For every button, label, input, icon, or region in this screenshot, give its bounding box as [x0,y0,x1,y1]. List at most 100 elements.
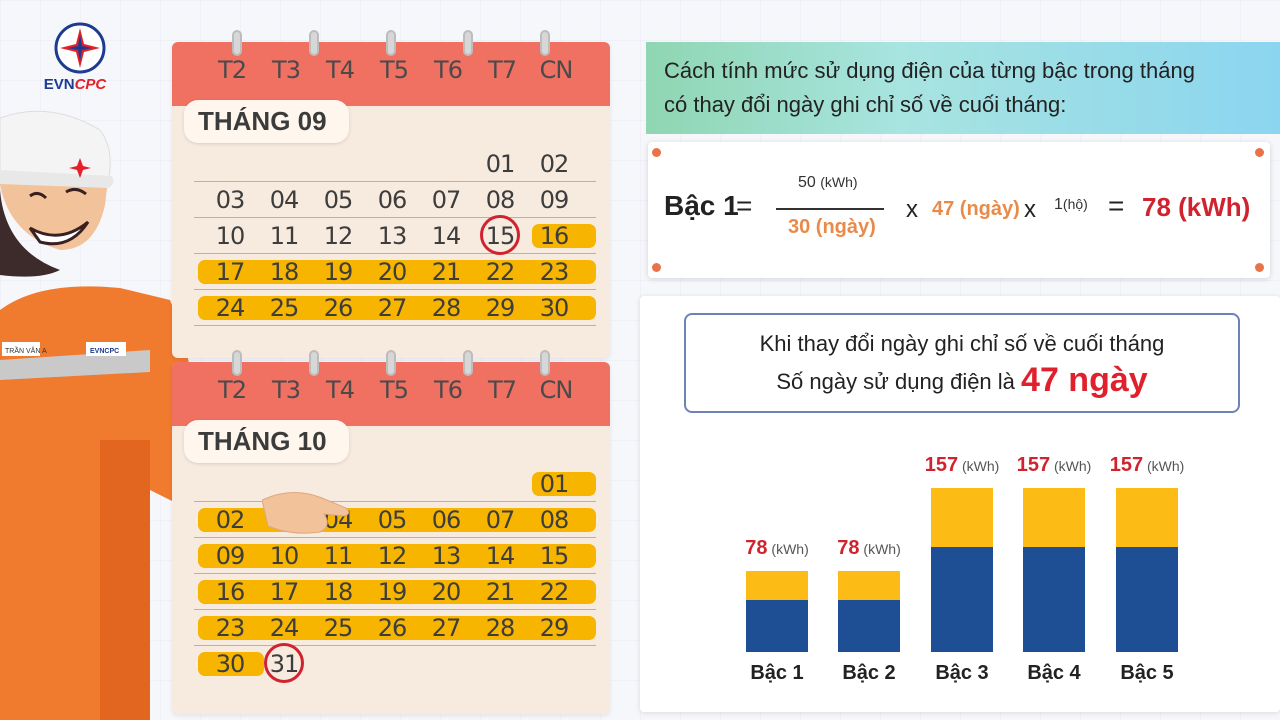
day: 22 [539,578,570,606]
bar-value-label: 157 (kWh) [924,454,1000,476]
fraction-bar [776,208,884,210]
day: 14 [485,542,516,570]
day: 23 [215,614,246,642]
bar-segment-bottom [838,600,900,652]
day: 23 [539,258,570,286]
ring [386,30,396,56]
weekday: T5 [380,376,409,404]
day: 20 [377,258,408,286]
note-highlight: 47 ngày [1021,361,1148,399]
day: 03 [215,186,246,214]
denominator: 30 (ngày) [788,216,876,238]
evn-logo-icon [54,22,106,74]
day: 27 [377,294,408,322]
day: 29 [485,294,516,322]
equals-sign: = [736,190,753,221]
heading-line-1: Cách tính mức sử dụng điện của từng bậc … [664,58,1195,83]
week-row: 01 02 [194,146,596,182]
bar-segment-top [1023,488,1085,547]
weekday: T2 [218,376,247,404]
day: 08 [485,186,516,214]
day: 25 [323,614,354,642]
day: 19 [377,578,408,606]
calendar-header: T2 T3 T4 T5 T6 T7 CN [172,350,610,426]
week-row: 16 17 18 19 20 21 22 [194,574,596,610]
highlight-band [198,616,596,640]
bar-segment-top [931,488,993,547]
week-row: 23 24 25 26 27 28 29 [194,610,596,646]
weekday: T6 [434,56,463,84]
bar-value-label: 157 (kWh) [1109,454,1185,476]
day: 12 [323,222,354,250]
day: 06 [431,506,462,534]
day: 15 [485,222,516,250]
ring [386,350,396,376]
highlight-band [532,472,596,496]
week-row: 03 04 05 06 07 08 09 [194,182,596,218]
times-sign: x [1024,196,1036,223]
day: 07 [431,186,462,214]
day: 27 [431,614,462,642]
weekday: T2 [218,56,247,84]
day: 17 [269,578,300,606]
corner-dot [1255,148,1264,157]
week-row: 24 25 26 27 28 29 30 [194,290,596,326]
weekday: CN [539,376,574,404]
info-note: Khi thay đổi ngày ghi chỉ số về cuối thá… [684,313,1240,413]
day: 21 [431,258,462,286]
formula-result: 78 (kWh) [1142,192,1251,222]
bar-segment-top [746,571,808,600]
equals-sign: = [1108,190,1125,221]
day: 10 [215,222,246,250]
day: 26 [323,294,354,322]
week-row: 02 03 04 05 06 07 08 [194,502,596,538]
bar-segment-bottom [746,600,808,652]
highlight-band [532,224,596,248]
note-line-2: Số ngày sử dụng điện là 47 ngày [776,361,1148,399]
day: 07 [485,506,516,534]
corner-dot [652,263,661,272]
calendar-header: T2 T3 T4 T5 T6 T7 CN [172,30,610,106]
day: 24 [215,294,246,322]
highlight-band [198,260,596,284]
day: 24 [269,614,300,642]
day: 02 [539,150,570,178]
corner-dot [1255,263,1264,272]
calendar-october: T2 T3 T4 T5 T6 T7 CN THÁNG 10 01 02 03 0… [172,350,610,714]
bar-segment-top [1116,488,1178,547]
day: 16 [539,222,570,250]
formula-lhs: Bậc 1 [664,190,739,221]
day: 21 [485,578,516,606]
day: 06 [377,186,408,214]
hand-illustration [262,492,350,534]
day: 02 [215,506,246,534]
day: 13 [377,222,408,250]
day: 04 [269,186,300,214]
ring [232,350,242,376]
week-row: 17 18 19 20 21 22 23 [194,254,596,290]
day: 28 [485,614,516,642]
day: 18 [323,578,354,606]
day: 16 [215,578,246,606]
day: 26 [377,614,408,642]
x-axis-label: Bậc 4 [1027,662,1081,684]
highlight-band [198,580,596,604]
chart-panel: Khi thay đổi ngày ghi chỉ số về cuối thá… [640,296,1280,712]
name-tag: TRẦN VĂN A [5,345,47,355]
weekday: CN [539,56,574,84]
ring [309,30,319,56]
numerator: 50 (kWh) [798,174,858,191]
bar-5 [1116,488,1178,652]
bar-1 [746,571,808,652]
weekday-row: T2 T3 T4 T5 T6 T7 CN [208,56,610,90]
day: 30 [215,650,246,678]
logo-text: EVNCPC [43,76,107,93]
day: 11 [323,542,354,570]
formula-card: Bậc 1 = 50 (kWh) 30 (ngày) x 47 (ngày) x… [648,142,1270,278]
day: 09 [539,186,570,214]
day: 10 [269,542,300,570]
x-axis-label: Bậc 5 [1120,662,1174,684]
weekday: T4 [326,56,355,84]
highlight-band [198,544,596,568]
week-row: 01 [194,466,596,502]
